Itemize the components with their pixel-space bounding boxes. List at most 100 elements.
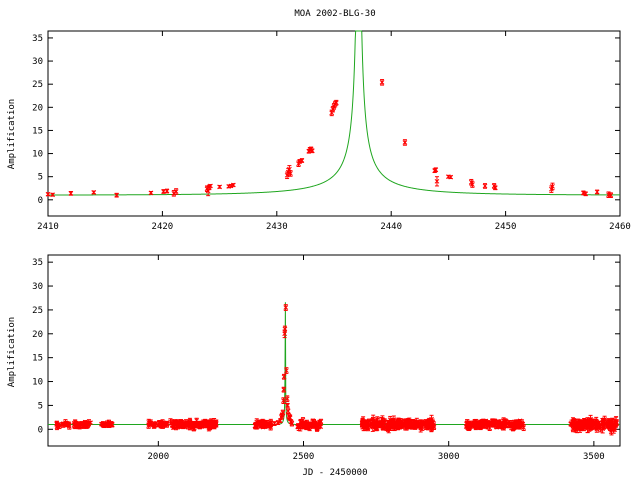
data-point: [263, 423, 269, 429]
data-point: [83, 422, 89, 428]
y-tick-label: 25: [32, 306, 43, 316]
data-point: [50, 192, 55, 198]
data-point: [54, 421, 60, 427]
data-point: [517, 423, 523, 429]
data-point: [282, 326, 288, 332]
y-tick-label: 15: [32, 126, 43, 136]
data-point: [402, 140, 408, 145]
data-point: [550, 184, 555, 189]
data-point: [425, 422, 431, 428]
data-point: [376, 423, 382, 429]
data-point: [171, 423, 177, 429]
data-point: [288, 171, 293, 176]
data-point: [309, 148, 315, 154]
data-point: [280, 410, 286, 415]
y-tick-label: 5: [38, 173, 43, 183]
data-point: [333, 100, 339, 106]
data-point: [268, 421, 273, 426]
data-point: [433, 167, 439, 173]
figure-title: MOA 2002-BLG-30: [294, 9, 375, 19]
data-point: [448, 174, 454, 180]
y-tick-label: 5: [38, 401, 43, 411]
data-point: [151, 424, 157, 429]
data-point: [157, 421, 163, 426]
data-point: [583, 191, 589, 197]
data-point: [289, 421, 295, 426]
data-point: [606, 420, 612, 426]
data-point: [494, 420, 500, 426]
data-point: [600, 426, 606, 432]
data-point: [409, 421, 415, 427]
data-point: [306, 421, 311, 427]
x-tick-label: 2430: [266, 222, 288, 232]
x-tick-label: 2420: [152, 222, 174, 232]
data-point: [428, 420, 434, 426]
data-point: [168, 419, 173, 425]
data-point: [284, 368, 289, 373]
data-point: [369, 420, 375, 426]
x-tick-label: 3500: [583, 452, 605, 462]
data-point: [379, 421, 384, 427]
data-point: [612, 421, 617, 427]
data-point: [492, 185, 498, 191]
data-point: [285, 408, 291, 414]
data-point: [201, 420, 206, 426]
data-point: [374, 417, 380, 423]
data-point: [256, 420, 262, 426]
x-tick-label: 3000: [438, 452, 460, 462]
data-point: [287, 166, 292, 172]
data-point: [392, 423, 397, 429]
data-point: [281, 398, 286, 403]
data-point: [517, 418, 523, 424]
data-point: [298, 419, 303, 425]
bottom-panel: 2000 2500 3000 3500 0 5 10 15 20 25 30 35 Amplifica…: [7, 254, 621, 478]
data-point: [468, 421, 474, 427]
y-tick-label: 25: [32, 80, 43, 90]
bottom-panel-data-points: [54, 304, 620, 436]
data-point: [434, 178, 440, 184]
data-point: [208, 419, 214, 424]
data-point: [360, 418, 366, 424]
data-point: [577, 420, 583, 426]
data-point: [299, 158, 305, 163]
top-panel-data-points: [45, 79, 614, 198]
data-point: [602, 417, 607, 422]
data-point: [470, 182, 475, 187]
data-point: [487, 425, 493, 431]
data-point: [252, 423, 258, 429]
data-point: [594, 189, 600, 195]
y-tick-label: 35: [32, 258, 43, 268]
data-point: [176, 421, 181, 427]
data-point: [66, 424, 72, 429]
data-point: [504, 421, 510, 427]
data-point: [285, 403, 290, 408]
top-panel-ylabel: Amplification: [7, 99, 17, 169]
data-point: [164, 188, 170, 194]
data-point: [195, 421, 201, 426]
data-point: [282, 331, 287, 337]
data-point: [173, 189, 179, 194]
data-point: [476, 422, 481, 428]
data-point: [417, 421, 423, 427]
data-point: [283, 305, 289, 310]
x-tick-label: 2450: [495, 222, 517, 232]
data-point: [608, 192, 614, 198]
data-point: [472, 419, 478, 425]
data-point: [147, 420, 152, 426]
x-tick-label: 2500: [293, 452, 315, 462]
data-point: [162, 421, 168, 427]
data-point: [385, 424, 391, 430]
y-tick-label: 20: [32, 330, 43, 340]
data-point: [570, 426, 576, 432]
data-point: [379, 79, 385, 85]
x-tick-label: 2000: [147, 452, 169, 462]
y-tick-label: 10: [32, 378, 43, 388]
x-tick-label: 2440: [380, 222, 402, 232]
y-tick-label: 15: [32, 354, 43, 364]
bottom-panel-model-curve: [48, 302, 620, 426]
y-tick-label: 35: [32, 34, 43, 44]
data-point: [589, 420, 595, 426]
bottom-panel-ticks: 2000 2500 3000 3500 0 5 10 15 20 25 30 35: [32, 255, 620, 462]
data-point: [45, 191, 51, 197]
data-point: [580, 421, 585, 427]
